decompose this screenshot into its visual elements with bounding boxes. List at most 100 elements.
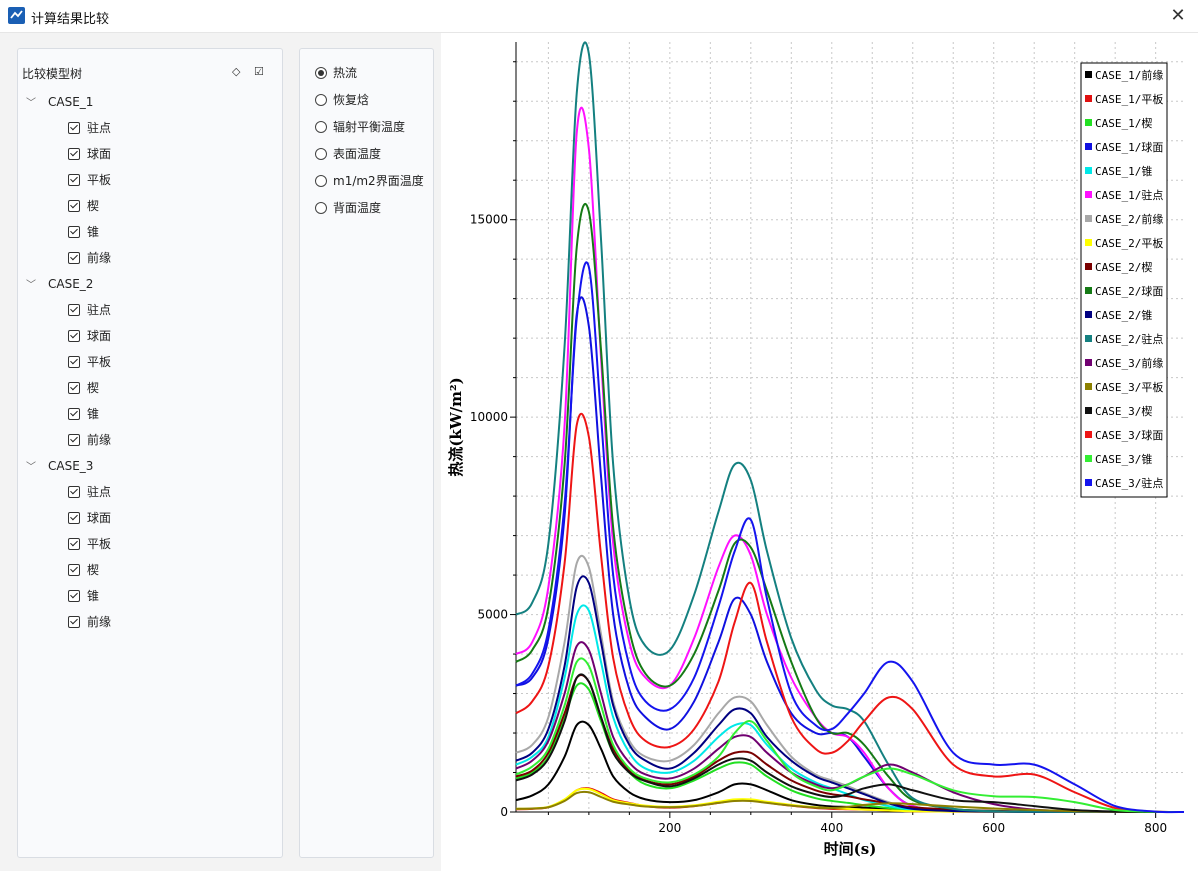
series-line [515,261,1185,814]
legend-swatch [1085,167,1092,174]
checkbox[interactable] [68,434,80,446]
checkbox[interactable] [68,564,80,576]
legend-label: CASE_2/球面 [1095,284,1163,298]
radio-button[interactable] [315,175,327,187]
radio-button[interactable] [315,121,327,133]
series-line [515,673,1185,814]
chart-container: 0 5000 10000 15000 200 400 600 800 时间(s) 热流(kW/m²… [441,33,1198,871]
checkbox[interactable] [68,590,80,602]
legend-label: CASE_1/锥 [1095,165,1152,178]
checkbox[interactable] [68,512,80,524]
checkbox[interactable] [68,538,80,550]
tree-item-label: 球面 [87,511,112,525]
y-tick-label: 10000 [470,410,508,424]
legend-label: CASE_3/平板 [1095,380,1163,394]
series-line [515,657,1185,814]
case-label: CASE_1 [48,95,94,109]
legend-swatch [1085,215,1092,222]
legend-swatch [1085,407,1092,414]
case-label: CASE_3 [48,459,94,473]
legend-box [1080,62,1168,498]
tree-item-label: 平板 [87,537,112,551]
option-label[interactable]: 表面温度 [333,147,382,161]
legend-swatch [1085,311,1092,318]
legend-label: CASE_1/楔 [1095,117,1152,130]
legend-swatch [1085,383,1092,390]
chevron-down-icon[interactable]: ﹀ [26,98,36,109]
series-line [515,787,1184,814]
tree-item-label: 楔 [87,381,100,395]
radio-button[interactable] [315,148,327,160]
tree-node-case[interactable]: ﹀ CASE_1 [26,92,93,112]
tree-item-label: 平板 [87,173,112,187]
x-tick-label: 600 [982,821,1005,835]
option-label[interactable]: m1/m2界面温度 [333,174,424,188]
check-all-icon[interactable]: ☑ [254,65,264,78]
checkbox[interactable] [68,304,80,316]
option-label[interactable]: 恢复焓 [333,93,370,107]
checkbox[interactable] [68,330,80,342]
tree-item-label: 锥 [87,589,100,603]
diamond-icon[interactable]: ◇ [232,65,241,78]
legend-swatch [1085,335,1092,342]
y-tick-label: 0 [500,805,508,819]
legend-swatch [1085,191,1092,198]
x-tick-label: 800 [1144,821,1167,835]
checkbox[interactable] [68,122,80,134]
chevron-down-icon[interactable]: ﹀ [26,462,36,473]
x-tick-label: 200 [658,821,681,835]
checkbox[interactable] [68,226,80,238]
checkbox[interactable] [68,174,80,186]
legend-swatch [1085,359,1092,366]
tree-item-label: 球面 [87,329,112,343]
tree-node-case[interactable]: ﹀ CASE_3 [26,456,93,476]
legend-swatch [1085,479,1092,486]
tree-item-label: 楔 [87,563,100,577]
radio-button[interactable] [315,67,327,79]
tree-item-label: 前缘 [87,433,112,447]
x-axis-label: 时间(s) [824,840,877,858]
case-label: CASE_2 [48,277,94,291]
series-line [515,41,1184,814]
tree-item-label: 楔 [87,199,100,213]
legend-label: CASE_1/驻点 [1095,188,1163,202]
tree-item-label: 驻点 [87,485,112,499]
legend-label: CASE_2/楔 [1095,261,1152,274]
series-line [515,641,1185,814]
legend-swatch [1085,431,1092,438]
option-label[interactable]: 热流 [333,66,358,80]
checkbox[interactable] [68,486,80,498]
legend-label: CASE_2/锥 [1095,309,1152,322]
checkbox[interactable] [68,382,80,394]
legend-label: CASE_3/球面 [1095,428,1163,442]
options-panel: 热流恢复焓辐射平衡温度 表面温度 m1/m2界面温度 背面温度 [299,48,434,858]
tree-item-label: 锥 [87,407,100,421]
y-tick-label: 15000 [470,213,508,227]
tree-node-case[interactable]: ﹀ CASE_2 [26,274,93,294]
option-label[interactable]: 背面温度 [333,201,382,215]
checkbox[interactable] [68,148,80,160]
chevron-down-icon[interactable]: ﹀ [26,280,36,291]
tree-item-label: 前缘 [87,615,112,629]
x-tick-label: 400 [820,821,843,835]
legend-label: CASE_3/驻点 [1095,476,1163,490]
tree-item-label: 驻点 [87,121,112,135]
checkbox[interactable] [68,356,80,368]
option-label[interactable]: 辐射平衡温度 [333,120,406,134]
legend-swatch [1085,143,1092,150]
y-tick-label: 5000 [477,608,508,622]
checkbox[interactable] [68,252,80,264]
series-line [515,412,1185,814]
checkbox[interactable] [68,616,80,628]
radio-button[interactable] [315,202,327,214]
checkbox[interactable] [68,408,80,420]
close-icon[interactable]: ✕ [1170,5,1186,26]
y-axis-label: 热流(kW/m²) [447,377,465,476]
radio-button[interactable] [315,94,327,106]
tree-item-label: 球面 [87,147,112,161]
legend-swatch [1085,455,1092,462]
checkbox[interactable] [68,200,80,212]
legend-swatch [1085,71,1092,78]
legend-swatch [1085,263,1092,270]
tree-item-label: 平板 [87,355,112,369]
